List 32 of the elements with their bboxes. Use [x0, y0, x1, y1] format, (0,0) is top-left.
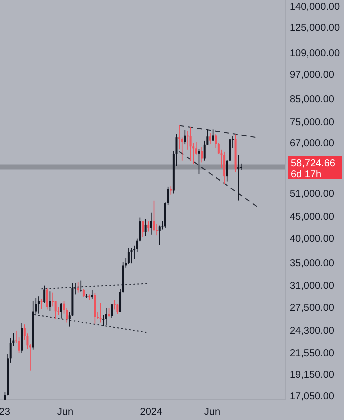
- y-tick-label: 27,500.00: [290, 303, 335, 314]
- y-tick-label: 31,000.00: [290, 281, 335, 292]
- candlestick: [148, 222, 150, 232]
- text: 6d 17h: [291, 169, 322, 180]
- y-tick-label: 45,000.00: [290, 212, 335, 224]
- candlestick: [105, 308, 108, 326]
- y-tick-label: 40,000.00: [290, 234, 335, 245]
- y-tick-label: 51,000.00: [290, 188, 335, 200]
- y-tick-label: 35,000.00: [290, 258, 335, 270]
- ref-line-label: 58,724.66: [291, 158, 336, 170]
- candlestick: [170, 186, 172, 195]
- y-tick-label: 97,000.00: [290, 70, 335, 81]
- candlestick: [88, 294, 91, 300]
- y-tick-label: 75,000.00: [290, 118, 335, 129]
- y-tick-label: 67,000.00: [290, 138, 335, 150]
- candlestick: [238, 155, 240, 201]
- y-tick-label: 109,000.00: [290, 48, 340, 60]
- x-tick-label: Jun: [204, 407, 221, 418]
- candlestick: [158, 226, 161, 246]
- y-tick-label: 140,000.00: [290, 2, 340, 14]
- y-tick-label: 17,050.00: [290, 392, 335, 403]
- x-tick-label: 23: [0, 407, 11, 418]
- x-tick-label: 2024: [140, 407, 163, 418]
- candlestick: [114, 300, 116, 310]
- x-tick-label: Jun: [57, 407, 74, 418]
- y-tick-label: 19,150.00: [290, 370, 335, 382]
- y-tick-label: 21,550.00: [290, 348, 335, 360]
- y-tick-label: 125,000.00: [290, 23, 340, 34]
- candlestick: [80, 280, 82, 292]
- candlestick: [38, 296, 40, 314]
- y-tick-label: 85,000.00: [290, 94, 335, 106]
- y-tick-label: 24,300.00: [290, 326, 335, 338]
